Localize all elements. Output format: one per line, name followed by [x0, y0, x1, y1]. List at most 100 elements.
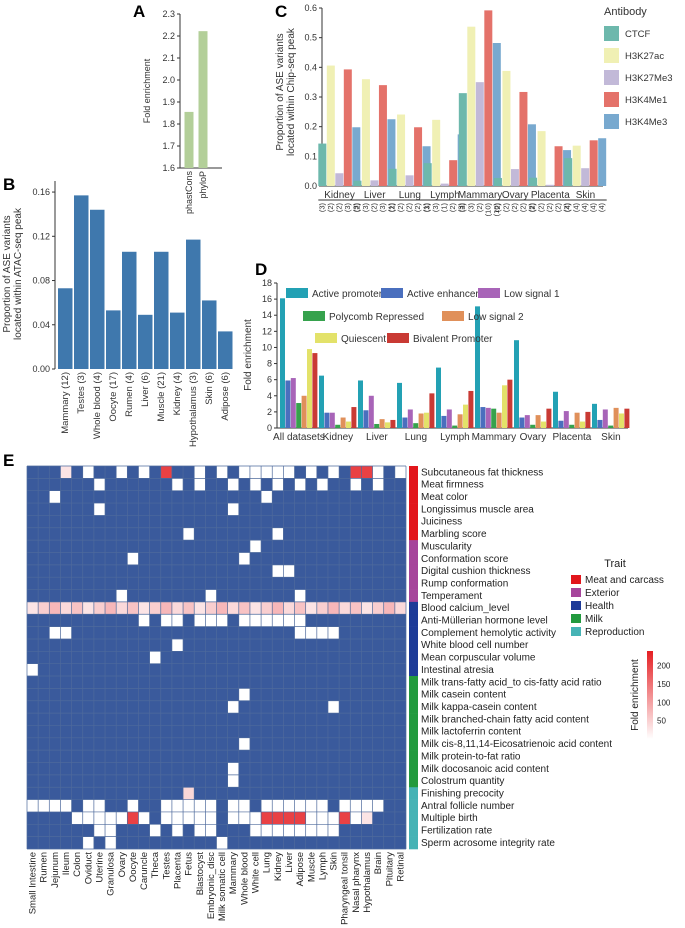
sample-count-label: (2) [475, 203, 484, 213]
sample-count-label: (2) [510, 203, 519, 213]
x-tick-label: Ovary [520, 432, 547, 443]
heatmap-cell [60, 799, 72, 812]
trait-bar-segment [409, 577, 418, 590]
sample-count-label: (4) [572, 203, 581, 213]
bar [418, 413, 424, 428]
sample-count-label: (3) [351, 203, 360, 213]
heatmap-cell [93, 601, 106, 615]
heatmap-cell [105, 824, 117, 837]
bar [423, 163, 432, 186]
trait-bar-segment [409, 824, 418, 837]
heatmap-cell [160, 811, 172, 825]
bar [397, 382, 402, 428]
colorbar-title: Fold enrichment [630, 659, 641, 731]
heatmap-cell [361, 601, 373, 615]
heatmap-cell [249, 466, 262, 479]
x-tick-label: Kidney (4) [172, 372, 183, 415]
heatmap-cell [27, 663, 39, 677]
trait-bar-segment [409, 762, 418, 776]
trait-bar-segment [409, 614, 418, 627]
heatmap-cell [82, 799, 94, 812]
bar [580, 421, 585, 428]
legend-label: Active promoter [312, 289, 383, 300]
y-tick-label: 4 [267, 391, 272, 401]
y-tick-label: 2 [267, 407, 272, 417]
y-tick-label: 0 [267, 423, 272, 433]
heatmap-cell [194, 811, 206, 825]
colorbar-tick-label: 150 [657, 680, 671, 689]
heatmap-cell [272, 824, 284, 837]
bar [502, 385, 507, 428]
trait-bar-segment [409, 478, 418, 492]
x-tick-label: Liver [364, 190, 386, 201]
heatmap-row-label: Milk lactoferrin content [421, 727, 521, 738]
x-tick-label: Skin (6) [204, 372, 215, 405]
bar [546, 408, 552, 428]
x-tick-label: Mammary [458, 190, 502, 201]
sample-count-label: (3) [423, 203, 432, 213]
heatmap-cell [205, 799, 217, 812]
legend-label: Bivalent Promoter [413, 334, 493, 345]
heatmap-cell [327, 626, 340, 639]
bar [218, 331, 233, 369]
bar [429, 393, 435, 428]
heatmap-cell [105, 836, 117, 849]
heatmap-cell [316, 601, 328, 615]
heatmap-cell [183, 799, 195, 812]
heatmap-cell [93, 478, 106, 491]
heatmap-cell [116, 811, 128, 825]
sample-count-label: (10) [492, 203, 501, 217]
sample-count-label: (2) [527, 203, 536, 213]
sample-count-label: (1) [440, 203, 449, 213]
sample-count-label: (3) [361, 203, 370, 213]
heatmap-cell [183, 787, 195, 800]
heatmap-row-label: Intestinal atresia [421, 665, 494, 676]
panel-b-chart: 0.00 0.04 0.08 0.12 0.16 Proportion of ASE va… [2, 181, 233, 447]
bar [138, 314, 153, 369]
heatmap-column-label: Whole blood [239, 852, 250, 905]
heatmap-cell [138, 614, 150, 627]
bar [432, 119, 441, 186]
bar [407, 409, 413, 428]
y-tick-label: 2.2 [162, 31, 175, 41]
bar [537, 131, 546, 186]
heatmap-cell [294, 589, 306, 602]
legend-label: Quiescent [341, 334, 386, 345]
y-tick-label: 0.2 [304, 122, 317, 132]
x-tick-label: Liver [366, 432, 388, 443]
heatmap-cell [361, 466, 373, 479]
heatmap-cell [316, 626, 328, 639]
bar [335, 424, 341, 428]
x-tick-label: Whole blood (4) [92, 372, 103, 439]
heatmap-cell [194, 799, 206, 812]
bar [198, 31, 208, 168]
bar [457, 414, 463, 428]
bar [475, 82, 484, 186]
heatmap-cell [261, 614, 273, 627]
heatmap-cell [238, 737, 250, 751]
bar [280, 298, 285, 428]
y-tick-label: 0.4 [304, 62, 317, 72]
x-tick-label: Lymph [430, 190, 460, 201]
y-tick-label: 1.7 [162, 141, 175, 151]
heatmap-cell [394, 466, 406, 479]
bar [301, 395, 307, 428]
heatmap-column-label: Caruncle [139, 852, 150, 890]
bar [527, 124, 536, 186]
heatmap-column-label: Placenta [172, 851, 183, 889]
sample-count-label: (2) [528, 203, 537, 213]
heatmap-cell [227, 503, 239, 516]
y-tick-label: 8 [267, 359, 272, 369]
bar [390, 419, 396, 428]
heatmap-row-label: Milk kappa-casein content [421, 702, 537, 713]
x-tick-label: Adipose (6) [220, 372, 231, 421]
bar [90, 209, 105, 369]
bar [184, 111, 194, 168]
y-tick-label: 18 [262, 278, 272, 288]
heatmap-cell [238, 811, 250, 825]
heatmap-cell [272, 614, 284, 627]
heatmap-column-label: Small Intestine [28, 852, 39, 914]
heatmap-cell [216, 466, 228, 479]
x-tick-label: Mammary (12) [60, 372, 71, 434]
heatmap-cell [339, 601, 351, 615]
